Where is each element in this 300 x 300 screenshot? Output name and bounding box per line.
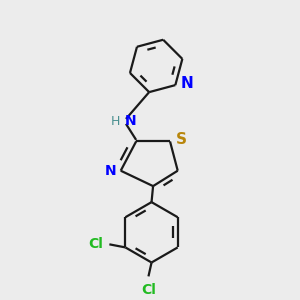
Text: Cl: Cl: [88, 237, 103, 251]
Text: N: N: [181, 76, 194, 91]
Text: H: H: [110, 115, 120, 128]
Text: S: S: [176, 132, 187, 147]
Text: N: N: [125, 114, 136, 128]
Text: Cl: Cl: [141, 283, 156, 296]
Text: N: N: [104, 164, 116, 178]
